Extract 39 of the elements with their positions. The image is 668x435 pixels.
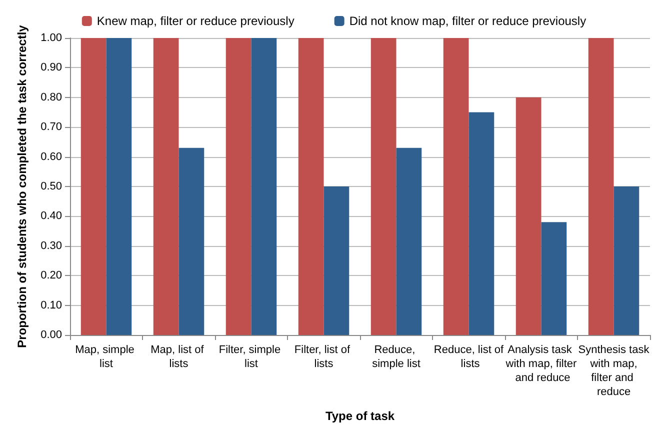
x-tick-label: Filter, list of lists — [294, 344, 354, 370]
bar — [226, 38, 252, 335]
bar — [178, 148, 204, 335]
bar — [516, 97, 542, 335]
bar — [614, 186, 640, 335]
bar — [443, 38, 469, 335]
bar — [468, 112, 494, 335]
x-tick-label: Reduce, list of lists — [434, 344, 505, 370]
legend-label: Did not know map, filter or reduce previously — [349, 14, 586, 28]
x-tick-label: Map, simple list — [75, 344, 138, 370]
bar — [324, 186, 350, 335]
legend-label: Knew map, filter or reduce previously — [96, 14, 294, 28]
x-tick-label: Synthesis task with map, filter and reduce — [578, 344, 650, 398]
bar — [396, 148, 422, 335]
x-tick-label: Reduce, simple list — [372, 344, 420, 370]
x-tick-label: Filter, simple list — [218, 344, 284, 370]
y-tick-label: 0.00 — [40, 329, 62, 341]
bar — [251, 38, 277, 335]
bar — [588, 38, 614, 335]
bar — [80, 38, 106, 335]
y-tick-label: 0.80 — [40, 91, 62, 104]
x-axis-title: Type of task — [325, 409, 395, 423]
bar — [370, 38, 396, 335]
y-tick-label: 0.60 — [40, 150, 62, 163]
y-tick-label: 0.10 — [40, 299, 62, 312]
y-axis-title: Proportion of students who completed the task correctly — [15, 24, 29, 348]
bar — [298, 38, 324, 335]
bar — [541, 222, 567, 335]
y-tick-label: 0.50 — [40, 180, 62, 192]
x-tick-label: Map, list of lists — [150, 344, 207, 370]
y-tick-label: 1.00 — [40, 32, 62, 44]
bar — [106, 38, 132, 335]
bar — [153, 38, 179, 335]
y-tick-label: 0.90 — [40, 62, 62, 74]
y-tick-label: 0.20 — [40, 270, 62, 282]
y-tick-label: 0.30 — [40, 240, 62, 252]
x-tick-label: Analysis task with map, filter and reduce — [504, 344, 578, 384]
y-tick-label: 0.40 — [40, 210, 62, 222]
y-tick-label: 0.70 — [40, 121, 62, 134]
